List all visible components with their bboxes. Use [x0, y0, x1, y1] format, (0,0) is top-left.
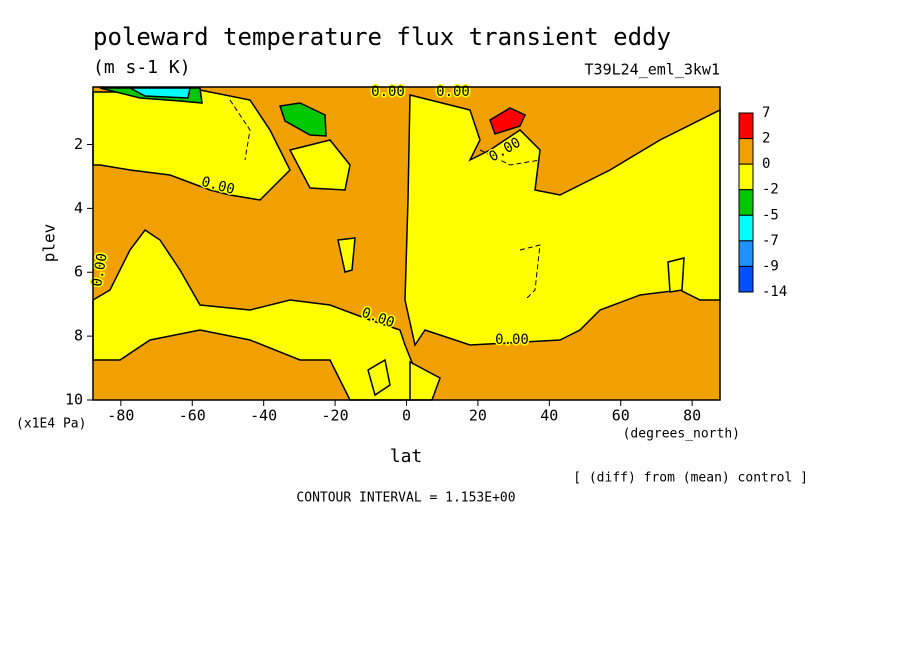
contour-region	[288, 139, 351, 191]
contour-interval: CONTOUR INTERVAL = 1.153E+00	[296, 491, 515, 506]
y-tick-label: 10	[65, 391, 83, 409]
plot-area	[92, 87, 721, 401]
colorbar-label: 2	[762, 131, 770, 147]
x-tick-label: 20	[469, 407, 487, 425]
colorbar-box	[738, 189, 754, 216]
y-tick-label: 8	[74, 327, 83, 345]
y-tick-label: 4	[74, 199, 83, 217]
contour-label: 0.00	[495, 332, 529, 348]
colorbar-box	[738, 240, 754, 267]
x-axis-unit: (degrees_north)	[623, 427, 740, 442]
contour-region	[489, 107, 526, 135]
run-label: T39L24_eml_3kw1	[585, 61, 720, 79]
colorbar-label: 0	[762, 156, 770, 172]
y-tick-label: 2	[74, 135, 83, 153]
y-axis-label: plev	[40, 224, 59, 263]
contour-region	[367, 358, 391, 397]
contour-region	[279, 102, 327, 137]
colorbar-label: -7	[762, 233, 779, 249]
contour-region	[667, 257, 685, 293]
contour-line	[519, 244, 541, 301]
colorbar-label: -14	[762, 284, 787, 300]
y-axis-unit: (x1E4 Pa)	[16, 417, 86, 432]
x-tick-label: -60	[179, 407, 206, 425]
colorbar-box	[738, 163, 754, 191]
chart-title: poleward temperature flux transient eddy	[93, 23, 671, 51]
contour-region	[92, 89, 291, 201]
x-axis-label: lat	[390, 446, 423, 467]
contour-line	[479, 149, 541, 166]
y-tick-label: 6	[74, 263, 83, 281]
x-tick-label: -80	[107, 407, 134, 425]
colorbar-box	[738, 265, 754, 293]
colorbar-label: 7	[762, 105, 770, 121]
colorbar-box	[738, 138, 754, 165]
contour-line	[229, 99, 251, 161]
x-tick-label: 60	[612, 407, 630, 425]
contour-region	[129, 87, 191, 99]
chart-subtitle: (m s-1 K)	[93, 57, 191, 78]
contour-region	[337, 237, 356, 273]
note: [ (diff) from (mean) control ]	[573, 471, 808, 486]
colorbar-label: -9	[762, 258, 779, 274]
colorbar-box	[738, 214, 754, 242]
x-tick-label: 40	[540, 407, 558, 425]
contour-region	[92, 228, 416, 401]
colorbar-box	[738, 112, 754, 140]
x-tick-label: -20	[322, 407, 349, 425]
x-tick-label: 80	[683, 407, 701, 425]
x-tick-label: 0	[402, 407, 411, 425]
colorbar-label: -5	[762, 207, 779, 223]
colorbar-label: -2	[762, 182, 779, 198]
x-tick-label: -40	[250, 407, 277, 425]
